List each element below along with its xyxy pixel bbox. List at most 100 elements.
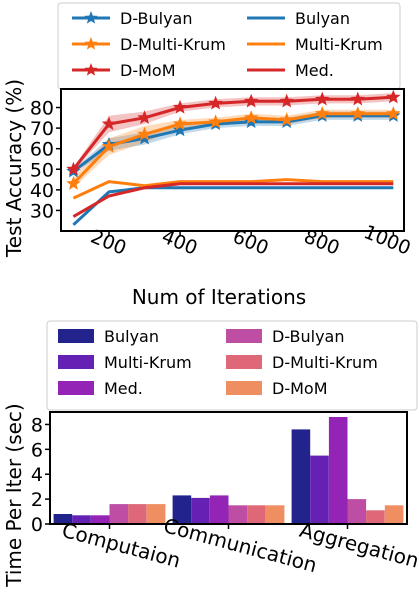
accuracy-x-axis-label: Num of Iterations — [132, 285, 306, 309]
bar-computaion-multi-krum — [72, 515, 91, 524]
legend-label: Bulyan — [104, 327, 159, 346]
data-point-d-multi-krum — [66, 176, 81, 190]
legend-label: Med. — [104, 379, 143, 398]
legend-item-d-multi-krum: D-Multi-Krum — [72, 35, 226, 54]
data-point-d-mom — [386, 89, 401, 104]
series-line-d-multi-krum — [72, 112, 394, 185]
time-y-axis-label: Time Per Iter (sec) — [2, 403, 26, 588]
bar-computaion-med — [90, 515, 110, 524]
y-tick-label: 60 — [30, 139, 54, 161]
data-point-d-multi-krum — [208, 114, 223, 129]
y-tick-label: 40 — [30, 180, 54, 202]
data-point-d-multi-krum — [137, 126, 152, 141]
bar-computaion-d-bulyan — [109, 504, 129, 524]
data-point-d-multi-krum — [279, 112, 294, 127]
legend-item-med: Med. — [58, 379, 143, 398]
legend-item-d-bulyan: D-Bulyan — [72, 9, 193, 28]
legend-swatch — [226, 355, 262, 369]
legend-item-bulyan: Bulyan — [58, 327, 159, 346]
legend-label: D-MoM — [120, 61, 176, 80]
accuracy-plot-frame — [60, 88, 405, 232]
bar-aggregation-med — [328, 417, 348, 524]
legend-swatch — [58, 381, 94, 395]
legend-label: D-Bulyan — [272, 327, 345, 346]
data-point-d-mom — [208, 95, 223, 110]
bar-aggregation-d-mom — [384, 505, 404, 524]
x-tick-label: 1000 — [361, 221, 414, 260]
accuracy-chart: D-Bulyan D-Multi-Krum D-MoM Bulyan Multi-Kru… — [2, 2, 414, 309]
y-tick-label: 2 — [31, 489, 43, 511]
data-point-d-mom — [172, 99, 188, 114]
data-point-d-mom — [137, 110, 152, 124]
time-chart: Bulyan Multi-Krum Med. D-Bulyan D-Multi-Krum… — [2, 320, 419, 588]
accuracy-lines — [66, 89, 401, 226]
legend-label: Multi-Krum — [104, 353, 192, 372]
y-tick-label: 30 — [30, 200, 54, 222]
bar-communication-multi-krum — [191, 497, 210, 524]
bar-computaion-d-mom — [146, 504, 166, 524]
legend-marker-star — [84, 63, 98, 76]
data-point-d-mom — [66, 161, 81, 176]
accuracy-bands — [73, 93, 394, 188]
data-point-d-multi-krum — [101, 139, 117, 153]
y-tick-label: 70 — [30, 118, 54, 140]
bar-communication-d-bulyan — [228, 505, 248, 524]
legend-item-d-multi-krum: D-Multi-Krum — [226, 353, 378, 372]
bar-computaion-bulyan — [53, 514, 73, 524]
bar-aggregation-bulyan — [291, 429, 311, 524]
y-tick-label: 0 — [31, 514, 43, 536]
data-point-d-bulyan — [172, 122, 188, 137]
legend-swatch — [226, 329, 262, 343]
legend-swatch — [58, 355, 94, 369]
legend-item-multi-krum: Multi-Krum — [247, 35, 383, 54]
series-line-med — [72, 182, 394, 218]
bar-aggregation-d-multi-krum — [366, 510, 385, 524]
data-point-d-multi-krum — [172, 116, 188, 131]
y-tick-label: 80 — [30, 98, 54, 120]
data-point-d-mom — [101, 116, 117, 131]
series-line-d-mom — [72, 95, 394, 171]
legend-label: D-Bulyan — [120, 9, 193, 28]
legend-label: Multi-Krum — [295, 35, 383, 54]
bar-communication-d-multi-krum — [247, 505, 266, 524]
band-d-mom — [73, 93, 394, 172]
legend-label: D-MoM — [272, 379, 328, 398]
y-tick-label: 4 — [31, 464, 43, 486]
y-tick-label: 50 — [30, 159, 54, 181]
legend-label: Med. — [295, 61, 334, 80]
series-line-bulyan — [72, 186, 394, 226]
data-point-d-multi-krum — [350, 106, 366, 120]
legend-label: D-Multi-Krum — [272, 353, 378, 372]
legend-marker-star — [84, 11, 98, 24]
accuracy-legend: D-Bulyan D-Multi-Krum D-MoM Bulyan Multi-Kru… — [72, 9, 383, 80]
bar-aggregation-multi-krum — [310, 455, 329, 524]
legend-item-d-mom: D-MoM — [72, 61, 176, 80]
bar-communication-med — [209, 495, 229, 524]
series-line-multi-krum — [72, 178, 394, 200]
legend-swatch — [58, 329, 94, 343]
y-tick-label: 6 — [31, 439, 43, 461]
band-d-multi-krum — [73, 109, 394, 188]
data-point-d-mom — [243, 93, 259, 108]
legend-item-multi-krum: Multi-Krum — [58, 353, 192, 372]
time-plot-frame — [49, 411, 408, 525]
legend-label: D-Multi-Krum — [120, 35, 226, 54]
data-point-d-multi-krum — [243, 110, 259, 124]
time-legend: Bulyan Multi-Krum Med. D-Bulyan D-Multi-Krum… — [58, 327, 378, 398]
legend-swatch — [226, 381, 262, 395]
bar-communication-d-mom — [265, 505, 285, 524]
bar-aggregation-d-bulyan — [347, 499, 367, 524]
legend-marker-star — [84, 37, 98, 50]
legend-item-d-bulyan: D-Bulyan — [226, 327, 345, 346]
legend-item-bulyan: Bulyan — [247, 9, 350, 28]
accuracy-y-axis-label: Test Accuracy (%) — [2, 79, 26, 258]
bar-communication-bulyan — [172, 495, 192, 524]
bar-computaion-d-multi-krum — [128, 504, 147, 524]
data-point-d-mom — [350, 91, 366, 106]
legend-item-med: Med. — [247, 61, 334, 80]
legend-item-d-mom: D-MoM — [226, 379, 328, 398]
data-point-d-mom — [279, 93, 294, 108]
legend-label: Bulyan — [295, 9, 350, 28]
time-bars — [53, 417, 404, 524]
